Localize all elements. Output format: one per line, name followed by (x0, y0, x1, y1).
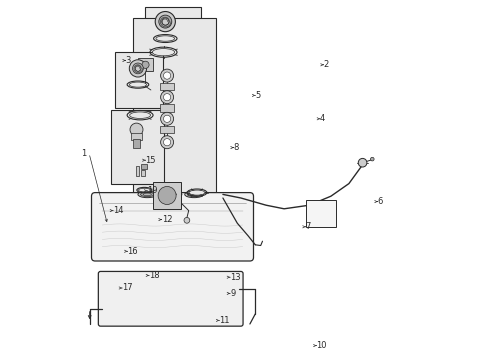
Circle shape (163, 115, 170, 122)
Circle shape (142, 61, 149, 68)
Text: 17: 17 (122, 284, 132, 292)
Text: 13: 13 (230, 273, 240, 282)
Bar (136, 166, 139, 176)
Ellipse shape (165, 192, 179, 197)
Circle shape (129, 60, 146, 77)
Text: 8: 8 (233, 143, 239, 152)
Circle shape (160, 91, 173, 104)
Text: 11: 11 (219, 316, 229, 325)
Ellipse shape (152, 49, 174, 56)
Bar (145, 7, 201, 47)
Circle shape (155, 12, 175, 32)
Ellipse shape (129, 112, 150, 118)
Ellipse shape (129, 82, 146, 87)
Circle shape (160, 69, 173, 82)
Text: 10: 10 (316, 341, 326, 350)
Text: 7: 7 (305, 222, 310, 231)
Circle shape (162, 18, 168, 25)
FancyBboxPatch shape (98, 271, 243, 326)
Circle shape (132, 63, 143, 74)
Circle shape (160, 112, 173, 125)
Bar (110, 110, 163, 184)
Text: 9: 9 (230, 289, 235, 298)
Text: 2: 2 (323, 60, 328, 69)
Circle shape (370, 157, 373, 161)
Ellipse shape (138, 188, 150, 192)
Circle shape (130, 123, 142, 136)
Circle shape (158, 186, 176, 204)
Text: 16: 16 (127, 247, 138, 256)
Text: 3: 3 (125, 56, 131, 65)
Circle shape (135, 66, 141, 71)
Text: 18: 18 (149, 271, 160, 280)
Bar (131, 133, 142, 140)
Ellipse shape (189, 190, 204, 195)
Ellipse shape (168, 193, 176, 196)
Bar (160, 126, 174, 133)
Text: 19: 19 (147, 186, 158, 195)
Ellipse shape (163, 191, 182, 198)
Ellipse shape (138, 191, 156, 198)
Circle shape (159, 15, 171, 28)
Ellipse shape (143, 193, 151, 196)
Bar (305, 200, 336, 227)
Ellipse shape (184, 191, 203, 198)
Text: 5: 5 (255, 91, 260, 100)
Circle shape (358, 158, 366, 167)
Bar (141, 164, 146, 169)
Bar (115, 52, 163, 108)
Bar (133, 139, 140, 148)
FancyBboxPatch shape (91, 193, 253, 261)
Bar (160, 104, 174, 112)
Text: 12: 12 (162, 215, 172, 224)
Ellipse shape (187, 192, 201, 197)
Text: 1: 1 (81, 149, 86, 158)
Text: 4: 4 (320, 114, 325, 123)
Ellipse shape (140, 192, 154, 197)
Bar (137, 58, 153, 71)
Ellipse shape (156, 36, 174, 41)
Circle shape (163, 72, 170, 79)
Circle shape (163, 139, 170, 146)
Circle shape (160, 136, 173, 149)
Bar (152, 182, 181, 209)
Bar (160, 83, 174, 90)
Bar (141, 170, 144, 176)
Text: 15: 15 (145, 156, 156, 165)
Text: 6: 6 (377, 197, 382, 206)
Circle shape (183, 217, 189, 223)
Text: 14: 14 (113, 206, 123, 215)
Bar (133, 18, 215, 220)
Ellipse shape (190, 193, 198, 196)
Circle shape (163, 94, 170, 101)
